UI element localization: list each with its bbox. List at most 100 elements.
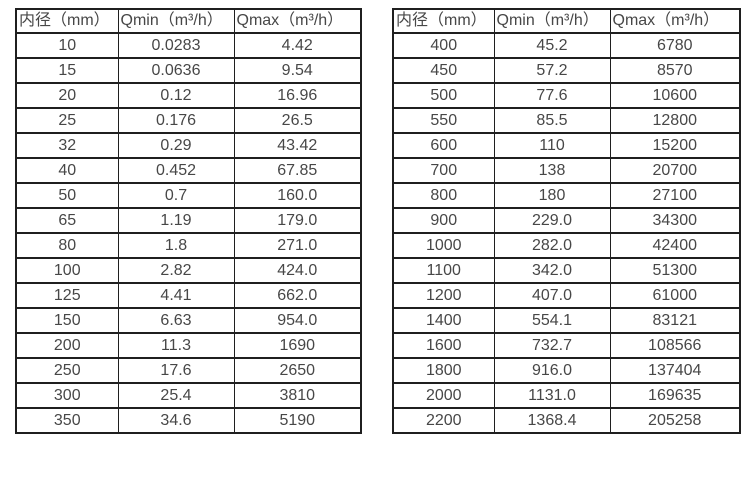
table-body: 10 0.0283 4.42 15 0.0636 9.54 20 0.12 16.96 25 0.1… [15, 32, 362, 434]
table-cell: 2000 [392, 382, 495, 409]
table-cell: 80 [15, 232, 119, 259]
table-row: 内径（mm） Qmin（m³/h） Qmax（m³/h） [392, 8, 741, 34]
table-cell: 282.0 [493, 232, 611, 259]
table-cell: 732.7 [493, 332, 611, 359]
table-cell: 2200 [392, 407, 495, 434]
table-cell: 250 [15, 357, 119, 384]
table-row: 300 25.4 3810 [15, 382, 362, 409]
table-cell: 954.0 [233, 307, 362, 334]
table-cell: 350 [15, 407, 119, 434]
table-cell: 6780 [609, 32, 741, 59]
table-cell: 229.0 [493, 207, 611, 234]
table-cell: 5190 [233, 407, 362, 434]
table-cell: 15200 [609, 132, 741, 159]
table-row: 2200 1368.4 205258 [392, 407, 741, 434]
table-cell: 40 [15, 157, 119, 184]
table-cell: 0.0636 [117, 57, 235, 84]
table-cell: 4.42 [233, 32, 362, 59]
table-row: 15 0.0636 9.54 [15, 57, 362, 84]
table-cell: 160.0 [233, 182, 362, 209]
table-cell: 51300 [609, 257, 741, 284]
table-cell: 61000 [609, 282, 741, 309]
table-row: 125 4.41 662.0 [15, 282, 362, 309]
table-cell: 20 [15, 82, 119, 109]
table-cell: 600 [392, 132, 495, 159]
table-cell: 1368.4 [493, 407, 611, 434]
table-row: 400 45.2 6780 [392, 32, 741, 59]
table-cell: 450 [392, 57, 495, 84]
table-cell: 180 [493, 182, 611, 209]
table-cell: 0.7 [117, 182, 235, 209]
table-cell: 2.82 [117, 257, 235, 284]
table-row: 800 180 27100 [392, 182, 741, 209]
table-row: 550 85.5 12800 [392, 107, 741, 134]
header-qmin: Qmin（m³/h） [493, 8, 611, 34]
table-cell: 45.2 [493, 32, 611, 59]
table-row: 350 34.6 5190 [15, 407, 362, 434]
table-cell: 1.19 [117, 207, 235, 234]
header-qmax: Qmax（m³/h） [609, 8, 741, 34]
table-cell: 0.452 [117, 157, 235, 184]
table-cell: 137404 [609, 357, 741, 384]
table-row: 500 77.6 10600 [392, 82, 741, 109]
table-cell: 342.0 [493, 257, 611, 284]
table-row: 65 1.19 179.0 [15, 207, 362, 234]
table-cell: 1100 [392, 257, 495, 284]
table-row: 1800 916.0 137404 [392, 357, 741, 384]
table-row: 32 0.29 43.42 [15, 132, 362, 159]
table-cell: 34.6 [117, 407, 235, 434]
table-cell: 10600 [609, 82, 741, 109]
table-cell: 34300 [609, 207, 741, 234]
table-cell: 200 [15, 332, 119, 359]
table-cell: 550 [392, 107, 495, 134]
table-row: 80 1.8 271.0 [15, 232, 362, 259]
table-row: 250 17.6 2650 [15, 357, 362, 384]
table-cell: 3810 [233, 382, 362, 409]
table-cell: 10 [15, 32, 119, 59]
table-cell: 271.0 [233, 232, 362, 259]
table-cell: 554.1 [493, 307, 611, 334]
table-cell: 50 [15, 182, 119, 209]
table-cell: 400 [392, 32, 495, 59]
table-cell: 500 [392, 82, 495, 109]
table-row: 150 6.63 954.0 [15, 307, 362, 334]
table-cell: 77.6 [493, 82, 611, 109]
table-cell: 300 [15, 382, 119, 409]
table-row: 2000 1131.0 169635 [392, 382, 741, 409]
table-cell: 1600 [392, 332, 495, 359]
table-cell: 6.63 [117, 307, 235, 334]
table-cell: 43.42 [233, 132, 362, 159]
table-cell: 27100 [609, 182, 741, 209]
table-cell: 700 [392, 157, 495, 184]
table-cell: 179.0 [233, 207, 362, 234]
table-cell: 1200 [392, 282, 495, 309]
table-cell: 800 [392, 182, 495, 209]
table-row: 1200 407.0 61000 [392, 282, 741, 309]
table-cell: 125 [15, 282, 119, 309]
table-cell: 32 [15, 132, 119, 159]
table-cell: 83121 [609, 307, 741, 334]
table-row: 内径（mm） Qmin（m³/h） Qmax（m³/h） [15, 8, 362, 34]
table-header-row: 内径（mm） Qmin（m³/h） Qmax（m³/h） [392, 8, 741, 34]
table-cell: 1800 [392, 357, 495, 384]
table-header-row: 内径（mm） Qmin（m³/h） Qmax（m³/h） [15, 8, 362, 34]
table-row: 700 138 20700 [392, 157, 741, 184]
table-row: 50 0.7 160.0 [15, 182, 362, 209]
table-row: 1400 554.1 83121 [392, 307, 741, 334]
table-cell: 662.0 [233, 282, 362, 309]
tables-container: 内径（mm） Qmin（m³/h） Qmax（m³/h） 10 0.0283 4.4… [15, 8, 741, 434]
table-cell: 100 [15, 257, 119, 284]
table-cell: 4.41 [117, 282, 235, 309]
table-cell: 26.5 [233, 107, 362, 134]
table-cell: 1400 [392, 307, 495, 334]
table-row: 1600 732.7 108566 [392, 332, 741, 359]
table-row: 100 2.82 424.0 [15, 257, 362, 284]
table-row: 1000 282.0 42400 [392, 232, 741, 259]
table-cell: 0.176 [117, 107, 235, 134]
table-row: 40 0.452 67.85 [15, 157, 362, 184]
table-row: 200 11.3 1690 [15, 332, 362, 359]
table-cell: 17.6 [117, 357, 235, 384]
table-cell: 0.29 [117, 132, 235, 159]
table-cell: 424.0 [233, 257, 362, 284]
